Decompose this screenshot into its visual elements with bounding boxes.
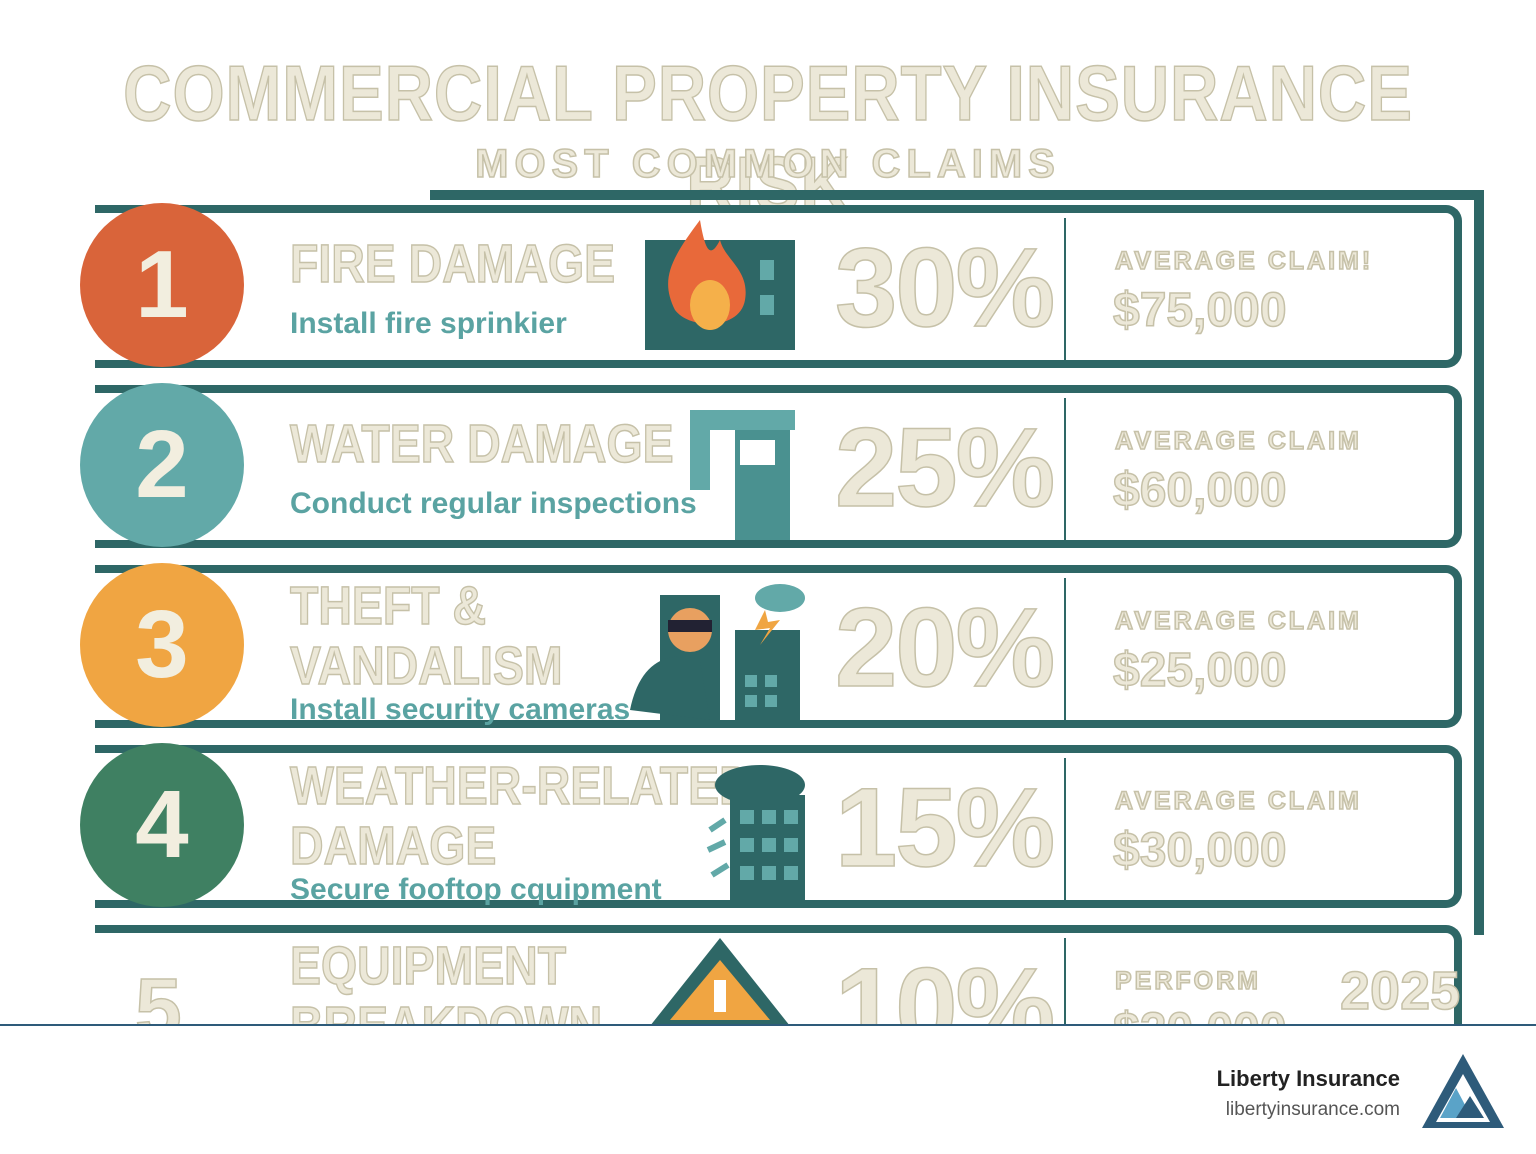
- percent: 25%: [834, 404, 1056, 531]
- number: 5: [134, 960, 182, 1025]
- divider: [1064, 398, 1066, 546]
- item-title: WATER DAMAGE: [289, 414, 674, 474]
- brand: Liberty Insurance: [1216, 1066, 1400, 1091]
- divider: [1064, 938, 1066, 1025]
- tip: Conduct regular inspections: [290, 487, 697, 520]
- divider: [1064, 218, 1066, 366]
- number: 1: [135, 231, 189, 338]
- percent: 15%: [834, 764, 1056, 891]
- card: [95, 925, 1462, 1025]
- item-title: FIRE DAMAGE: [289, 234, 616, 294]
- claim-amount: $30,000: [1112, 823, 1287, 878]
- tip: Secure fooftop cquipment: [290, 873, 662, 906]
- number: 3: [135, 591, 189, 698]
- number-badge: 4: [80, 743, 244, 907]
- claim-label: AVERAGE CLAIM: [1114, 606, 1362, 636]
- infographic: COMMERCIAL PROPERTY INSURANCE RISK MOST …: [80, 48, 1484, 1025]
- subtitle: MOST COMMON CLAIMS: [474, 141, 1061, 187]
- claim-label: PERFORM: [1114, 966, 1261, 996]
- number: 2: [135, 411, 189, 518]
- item-title: WEATHER-RELATED: [289, 756, 753, 816]
- title: COMMERCIAL PROPERTY INSURANCE RISK: [123, 48, 1413, 229]
- year: 2025: [1339, 960, 1461, 1022]
- claim-label: AVERAGE CLAIM: [1114, 426, 1362, 456]
- number-badge: 1: [80, 203, 244, 367]
- number-badge: 3: [80, 563, 244, 727]
- url: libertyinsurance.com: [1225, 1099, 1400, 1120]
- claim-label: AVERAGE CLAIM!: [1114, 246, 1374, 276]
- claim-label: AVERAGE CLAIM: [1114, 786, 1362, 816]
- item-title: DAMAGE: [289, 816, 497, 876]
- claim-amount: $25,000: [1112, 643, 1287, 698]
- divider: [1064, 578, 1066, 726]
- claim-amount: $75,000: [1112, 283, 1287, 338]
- icon: [650, 938, 790, 1025]
- number-badge: 2: [80, 383, 244, 547]
- icon: [706, 765, 805, 905]
- tip: Install fire sprinkier: [290, 307, 567, 340]
- tip: Install security cameras: [290, 693, 631, 726]
- percent: 10%: [834, 944, 1056, 1025]
- icon: [645, 220, 795, 350]
- icon: [630, 584, 805, 725]
- percent: 30%: [834, 224, 1056, 351]
- frame-bar: [430, 190, 1484, 200]
- claim-amount: $60,000: [1112, 463, 1287, 518]
- percent: 20%: [834, 584, 1056, 711]
- item-title: BREAKDOWN: [289, 996, 602, 1025]
- number: 4: [135, 771, 189, 878]
- item-title: VANDALISM: [289, 636, 563, 696]
- logo: [1422, 1054, 1504, 1128]
- divider: [1064, 758, 1066, 906]
- frame-rail: [1474, 190, 1484, 935]
- footer-line: [0, 1024, 1536, 1026]
- claim-amount: $20,000: [1112, 1003, 1287, 1025]
- item-title: THEFT &: [289, 576, 487, 636]
- item-title: EQUIPMENT: [289, 936, 567, 996]
- icon: [690, 410, 795, 540]
